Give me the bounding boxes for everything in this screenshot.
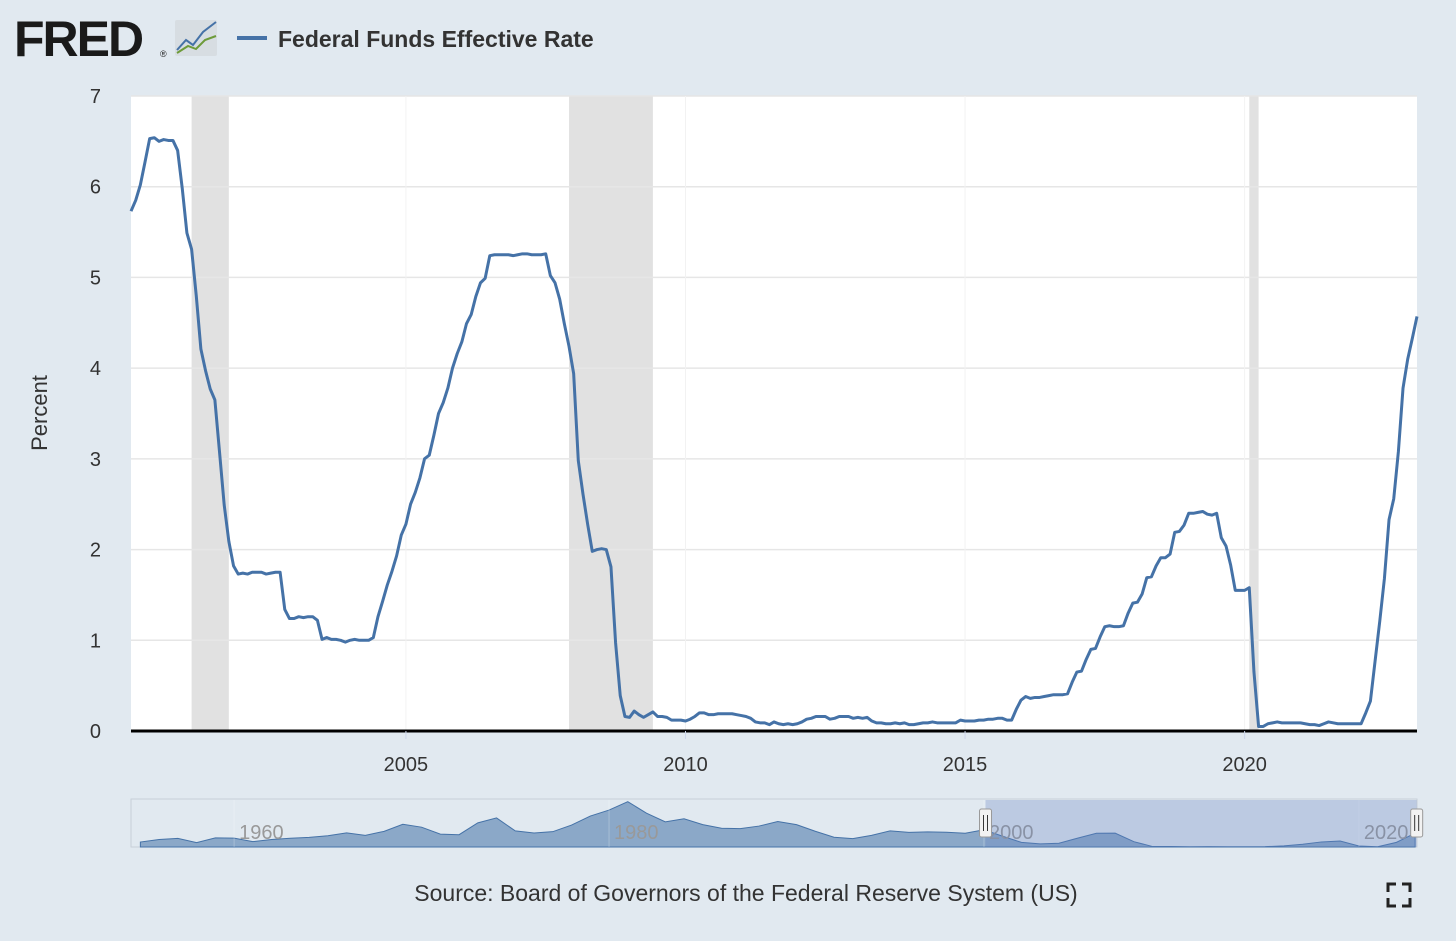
y-tick-label: 7: [90, 86, 101, 108]
y-tick-label: 0: [90, 721, 101, 743]
navigator-tick-label: 1960: [239, 822, 284, 844]
logo-icon: [175, 20, 217, 56]
navigator-selection: [985, 800, 1417, 847]
navigator-area: [139, 801, 1416, 848]
y-tick-label: 2: [90, 540, 101, 562]
handle-body: [979, 808, 993, 838]
tick-layer: 0 1 2 3 4 5 6 7 2005 2010 2015 2020: [90, 86, 1267, 776]
handle-body: [1410, 808, 1424, 838]
logo[interactable]: FRED: [14, 11, 145, 67]
recession-band: [191, 96, 229, 731]
plot-area: [131, 96, 1417, 731]
y-tick-label: 5: [90, 267, 101, 289]
recession-layer: [191, 96, 1259, 731]
navigator-tick-label: 2020: [1364, 822, 1409, 844]
y-tick-label: 4: [90, 358, 101, 380]
legend-label[interactable]: Federal Funds Effective Rate: [278, 26, 594, 52]
recession-band: [569, 96, 653, 731]
y-tick-label: 6: [90, 177, 101, 199]
logo-mark: ®: [160, 49, 167, 59]
source-note: Source: Board of Governors of the Federa…: [414, 880, 1077, 906]
navigator-tick-label: 1980: [614, 822, 659, 844]
navigator-handle[interactable]: [979, 808, 993, 838]
navigator-handle[interactable]: [1410, 808, 1424, 838]
y-axis-label: Percent: [27, 375, 52, 451]
series-layer: [129, 136, 1419, 728]
fullscreen-button[interactable]: [1386, 882, 1412, 908]
recession-band: [1249, 96, 1259, 731]
y-tick-label: 3: [90, 449, 101, 471]
x-tick-label: 2010: [663, 754, 708, 776]
y-tick-label: 1: [90, 630, 101, 652]
series-line: [129, 136, 1419, 728]
navigator[interactable]: 1960 1980 2000 2020: [130, 798, 1424, 848]
x-tick-label: 2020: [1222, 754, 1267, 776]
navigator-tick-label: 2000: [989, 822, 1034, 844]
x-tick-label: 2015: [943, 754, 988, 776]
x-tick-label: 2005: [384, 754, 429, 776]
